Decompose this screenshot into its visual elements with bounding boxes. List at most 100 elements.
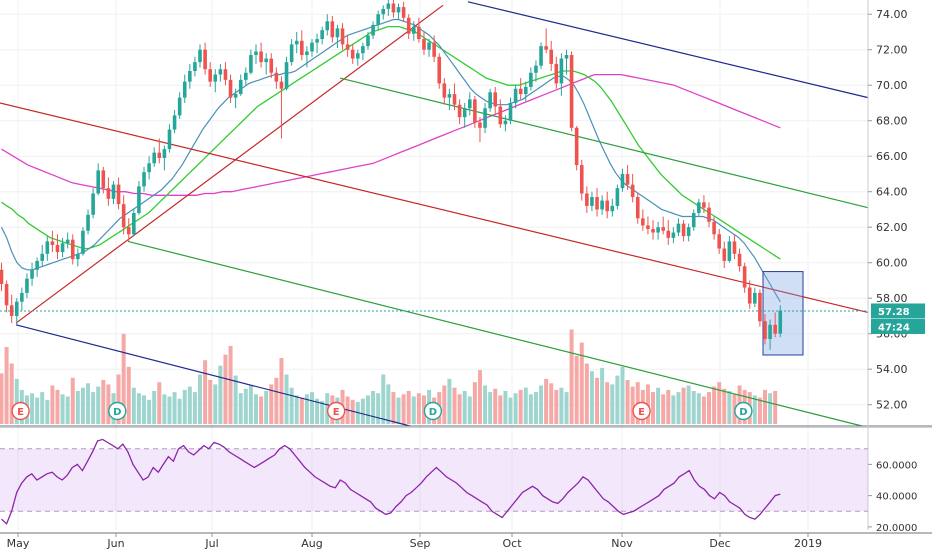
volume-bar [584, 363, 589, 424]
volume-bar [264, 391, 269, 424]
candle [539, 42, 543, 70]
candle [9, 294, 14, 324]
candle [590, 191, 594, 212]
candle-body [493, 92, 498, 107]
candle [401, 1, 406, 22]
dividend-marker: D [423, 401, 443, 421]
volume-bar [30, 393, 35, 424]
candle [737, 248, 742, 272]
candle-body [259, 51, 263, 63]
candle-body [70, 239, 75, 260]
candle-body [605, 200, 610, 212]
candle [193, 56, 197, 77]
candle-body [686, 227, 691, 237]
volume-bar [681, 387, 686, 424]
volume-bar [136, 393, 141, 424]
volume-bar [488, 392, 493, 424]
candle-body [132, 213, 136, 235]
candle [14, 298, 19, 325]
volume-bar [645, 384, 650, 424]
candle [55, 234, 60, 260]
candle-body [717, 234, 721, 249]
time-tick-label: Aug [301, 537, 322, 550]
candle-body [50, 241, 55, 245]
candle [188, 63, 192, 89]
candle-body [137, 186, 141, 213]
volume-bar [131, 387, 136, 424]
candle [4, 280, 9, 313]
candle-body [30, 269, 34, 279]
candle [513, 85, 518, 109]
volume-bar [172, 392, 177, 424]
volume-bar [671, 395, 676, 424]
candle-body [712, 221, 716, 235]
volume-bar [656, 387, 661, 424]
candle [427, 39, 431, 57]
candle-body [656, 227, 660, 233]
rsi-tick-label: 40.0000 [876, 492, 917, 503]
candle [70, 234, 75, 265]
volume-bar [167, 396, 172, 424]
candle [172, 110, 177, 134]
candle-body [681, 223, 686, 237]
candle [523, 81, 528, 102]
candle-body [0, 269, 4, 284]
rsi-band [0, 448, 868, 512]
candle-body [213, 74, 218, 82]
candle-body [249, 55, 253, 73]
volume-bar [477, 370, 482, 424]
candle-body [366, 35, 370, 47]
volume-bar [707, 392, 712, 424]
candle [294, 31, 299, 54]
candle [691, 209, 696, 231]
volume-bar [610, 384, 615, 424]
candle-body [356, 53, 360, 59]
volume-bar [152, 391, 157, 424]
candle [447, 88, 452, 111]
highlight-box [762, 271, 804, 356]
volume-bar [676, 392, 681, 424]
volume-bar [620, 366, 625, 424]
candle-body [646, 225, 650, 229]
volume-bar [442, 385, 447, 424]
volume-bar [508, 397, 513, 424]
candle [585, 186, 589, 213]
time-tick-label: Nov [611, 537, 633, 550]
volume-bar [80, 387, 85, 424]
candle [335, 24, 340, 48]
candle [116, 177, 121, 210]
volume-bar [86, 383, 91, 424]
volume-bar [65, 396, 70, 424]
candle [722, 241, 727, 269]
candle [651, 220, 655, 240]
candle-body [126, 227, 131, 235]
candle-body [778, 310, 783, 334]
volume-bar [381, 374, 386, 424]
candle-body [462, 108, 467, 118]
volume-bar [50, 385, 55, 424]
candle-body [279, 81, 284, 89]
trendline [467, 1, 869, 99]
candle [274, 67, 279, 89]
candle-body [671, 232, 676, 238]
candle [284, 56, 289, 91]
volume-bar [177, 398, 182, 424]
volume-bar [208, 380, 213, 424]
volume-bar [569, 329, 574, 424]
candle-body [676, 223, 681, 233]
event-label: D [429, 407, 437, 418]
ma50-line [1, 25, 781, 260]
candle-body [381, 8, 386, 15]
candle [238, 74, 243, 96]
volume-bar [75, 391, 80, 424]
candle-body [116, 184, 121, 205]
candle [630, 173, 635, 203]
candle-body [121, 204, 126, 228]
candle-body [386, 3, 391, 9]
time-tick-label: Oct [502, 537, 522, 550]
candle-body [564, 55, 569, 59]
volume-bar [559, 387, 564, 424]
candle-body [188, 71, 192, 82]
